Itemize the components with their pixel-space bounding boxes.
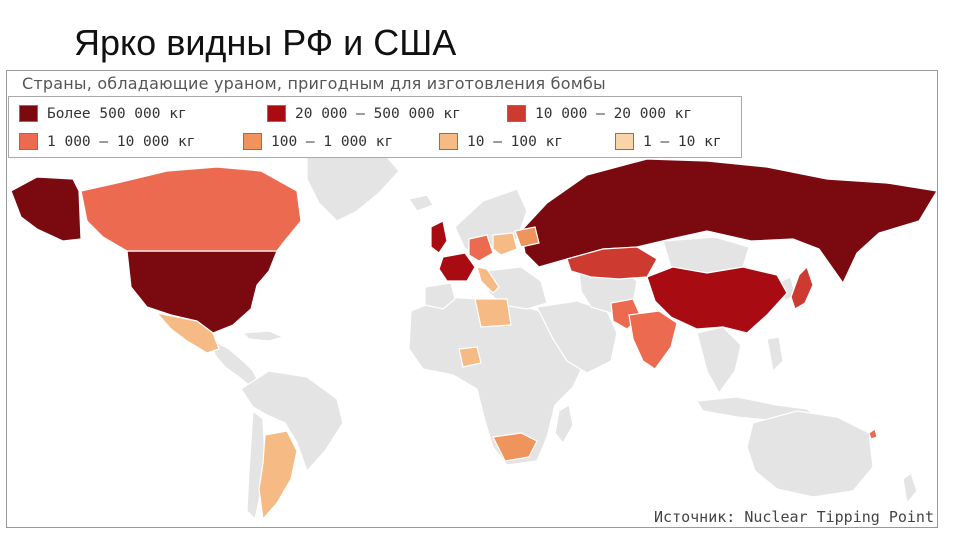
south-africa bbox=[492, 432, 538, 462]
legend-label: 20 000 – 500 000 кг bbox=[295, 105, 461, 122]
legend-label: Более 500 000 кг bbox=[47, 105, 187, 122]
slide-title: Ярко видны РФ и США bbox=[74, 22, 457, 63]
argentina bbox=[258, 430, 298, 521]
legend-item: 1 000 – 10 000 кг bbox=[19, 133, 195, 150]
iberia bbox=[424, 282, 456, 310]
alaska bbox=[10, 176, 82, 242]
mexico bbox=[155, 312, 220, 354]
nigeria bbox=[458, 346, 482, 368]
map-source: Источник: Nuclear Tipping Point bbox=[654, 508, 934, 526]
legend-label: 10 – 100 кг bbox=[467, 133, 564, 150]
india bbox=[628, 310, 678, 370]
greenland bbox=[306, 148, 400, 222]
belarus bbox=[514, 226, 540, 248]
map-title: Страны, обладающие ураном, пригодным для… bbox=[22, 74, 606, 93]
madagascar bbox=[554, 404, 574, 445]
philippines bbox=[766, 336, 784, 373]
legend-swatch bbox=[507, 105, 526, 122]
southeast-asia bbox=[696, 326, 742, 395]
legend-item: 10 000 – 20 000 кг bbox=[507, 105, 692, 122]
iceland bbox=[408, 194, 434, 212]
legend-swatch bbox=[615, 133, 634, 150]
new-zealand bbox=[902, 472, 918, 505]
legend-swatch bbox=[19, 105, 38, 122]
map-legend: Более 500 000 кг 20 000 – 500 000 кг 10 … bbox=[8, 96, 742, 158]
japan bbox=[790, 265, 814, 310]
legend-label: 100 – 1 000 кг bbox=[271, 133, 394, 150]
middle-east bbox=[536, 300, 618, 374]
legend-item: 100 – 1 000 кг bbox=[243, 133, 393, 150]
canada bbox=[80, 166, 302, 252]
caribbean bbox=[241, 330, 285, 342]
legend-item: Более 500 000 кг bbox=[19, 105, 187, 122]
south-america bbox=[240, 370, 344, 473]
legend-swatch bbox=[439, 133, 458, 150]
libya bbox=[474, 298, 512, 328]
germany bbox=[468, 234, 494, 262]
legend-swatch bbox=[19, 133, 38, 150]
legend-label: 1 – 10 кг bbox=[643, 133, 722, 150]
australia bbox=[746, 410, 874, 498]
france bbox=[438, 252, 476, 282]
legend-label: 1 000 – 10 000 кг bbox=[47, 133, 196, 150]
legend-item: 1 – 10 кг bbox=[615, 133, 722, 150]
legend-swatch bbox=[243, 133, 262, 150]
world-map bbox=[10, 148, 937, 521]
china bbox=[646, 266, 788, 334]
central-america bbox=[212, 339, 260, 388]
legend-swatch bbox=[267, 105, 286, 122]
italy bbox=[476, 266, 500, 294]
legend-label: 10 000 – 20 000 кг bbox=[535, 105, 693, 122]
legend-item: 20 000 – 500 000 кг bbox=[267, 105, 461, 122]
uk bbox=[430, 220, 448, 254]
chile bbox=[246, 409, 266, 521]
legend-item: 10 – 100 кг bbox=[439, 133, 563, 150]
usa bbox=[126, 250, 278, 334]
poland bbox=[492, 232, 518, 256]
australia-dot bbox=[868, 428, 878, 440]
